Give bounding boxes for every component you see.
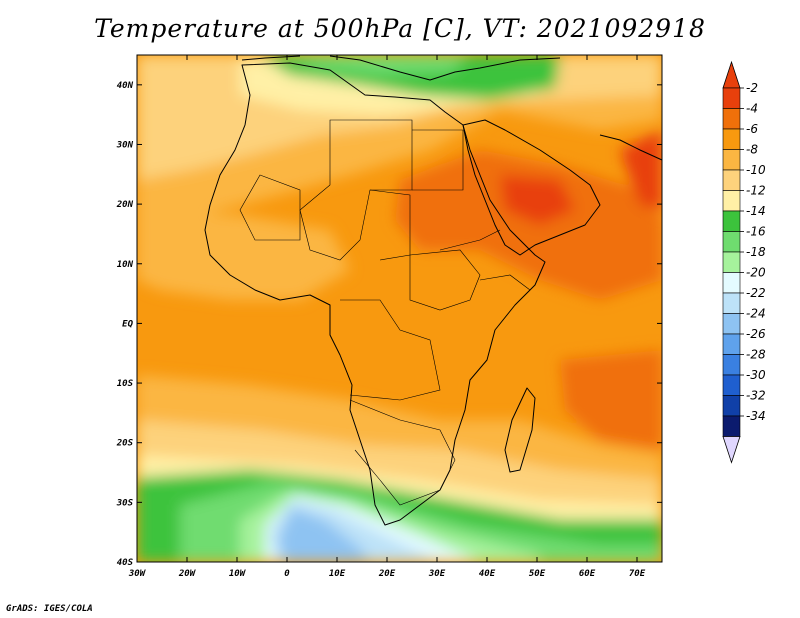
country-borders bbox=[239, 119, 531, 506]
map-title: Temperature at 500hPa [C], VT: 202109291… bbox=[94, 14, 706, 43]
lat-tick-label: 10N bbox=[117, 260, 134, 270]
longitude-labels: 30W 20W 10W 0 10E 20E 30E 40E 50E 60E 70E bbox=[128, 569, 646, 579]
lat-tick-label: 40S bbox=[117, 558, 134, 568]
colorbar-label: -6 bbox=[746, 122, 758, 136]
lat-tick-label: EQ bbox=[122, 319, 133, 329]
field-arabia-warm-2 bbox=[500, 175, 575, 225]
lon-tick-label: 30E bbox=[428, 569, 446, 579]
grads-credit: GrADS: IGES/COLA bbox=[6, 604, 93, 614]
colorbar-swatch bbox=[722, 272, 741, 294]
map-frame bbox=[136, 54, 663, 563]
madagascar-coastline bbox=[504, 387, 536, 473]
lon-tick-label: 0 bbox=[284, 569, 290, 579]
colorbar-label: -32 bbox=[746, 389, 766, 403]
colorbar-swatch bbox=[722, 333, 741, 355]
colorbar-label: -8 bbox=[746, 143, 758, 157]
colorbar-label: -14 bbox=[746, 204, 766, 218]
colorbar-label: -34 bbox=[746, 409, 766, 423]
colorbar-label: -30 bbox=[746, 368, 766, 382]
field-india-warm-2 bbox=[620, 130, 662, 210]
colorbar-label: -12 bbox=[746, 184, 766, 198]
lat-tick-label: 40N bbox=[117, 81, 134, 91]
colorbar-swatch bbox=[722, 415, 741, 437]
lon-tick-label: 60E bbox=[579, 569, 596, 579]
lat-tick-label: 30S bbox=[116, 498, 134, 508]
colorbar-label: -22 bbox=[746, 286, 766, 300]
colorbar-swatch bbox=[722, 354, 741, 376]
lon-tick-label: 10E bbox=[329, 569, 346, 579]
colorbar-swatch bbox=[722, 251, 741, 273]
colorbar-swatch bbox=[722, 108, 741, 130]
india-coastline bbox=[599, 134, 663, 161]
colorbar-swatch bbox=[722, 374, 741, 396]
axis-ticks bbox=[136, 55, 662, 563]
colorbar-swatch bbox=[722, 231, 741, 253]
europe-coastline bbox=[241, 55, 561, 81]
arabia-coastline bbox=[462, 119, 601, 256]
lat-tick-label: 20N bbox=[116, 200, 134, 210]
colorbar-bottom-arrow bbox=[722, 436, 741, 464]
colorbar-swatch bbox=[722, 210, 741, 232]
field-westafrica-8 bbox=[137, 210, 350, 300]
colorbar-swatch bbox=[722, 395, 741, 417]
colorbar-label: -28 bbox=[746, 348, 766, 362]
temperature-field bbox=[137, 55, 662, 562]
field-south-24 bbox=[278, 508, 370, 562]
colorbar-swatch bbox=[722, 292, 741, 314]
field-indian-ocean-warm-4 bbox=[560, 350, 662, 450]
colorbar-label: -18 bbox=[746, 245, 766, 259]
colorbar: -2 -4 -6 -8 -10 -12 -14 -16 -18 -20 -22 -24 -26 -28 -3… bbox=[722, 60, 766, 464]
colorbar-swatch bbox=[722, 169, 741, 191]
colorbar-swatch bbox=[722, 313, 741, 335]
lon-tick-label: 40E bbox=[479, 569, 496, 579]
colorbar-label: -16 bbox=[746, 225, 766, 239]
lon-tick-label: 30W bbox=[128, 569, 147, 579]
africa-coastline bbox=[204, 62, 546, 526]
lat-tick-label: 20S bbox=[116, 439, 134, 449]
colorbar-label: -20 bbox=[746, 266, 766, 280]
colorbar-swatch bbox=[722, 149, 741, 171]
colorbar-label: -24 bbox=[746, 307, 766, 321]
colorbar-swatch bbox=[722, 128, 741, 150]
lon-tick-label: 70E bbox=[629, 569, 646, 579]
colorbar-label: -10 bbox=[746, 163, 766, 177]
lat-tick-label: 30N bbox=[116, 140, 134, 150]
colorbar-label: -26 bbox=[746, 327, 766, 341]
colorbar-label: -4 bbox=[746, 102, 758, 116]
lon-tick-label: 50E bbox=[529, 569, 546, 579]
colorbar-top-arrow bbox=[722, 60, 741, 89]
lon-tick-label: 20E bbox=[378, 569, 396, 579]
lat-tick-label: 10S bbox=[117, 379, 134, 389]
lon-tick-label: 10W bbox=[229, 569, 247, 579]
colorbar-swatch bbox=[722, 87, 741, 109]
colorbar-swatch bbox=[722, 190, 741, 212]
lon-tick-label: 20W bbox=[178, 569, 197, 579]
coastlines bbox=[204, 55, 663, 526]
colorbar-label: -2 bbox=[746, 81, 758, 95]
latitude-labels: 40N 30N 20N 10N EQ 10S 20S 30S 40S bbox=[116, 81, 134, 568]
field-ne-warm-4 bbox=[395, 150, 662, 300]
